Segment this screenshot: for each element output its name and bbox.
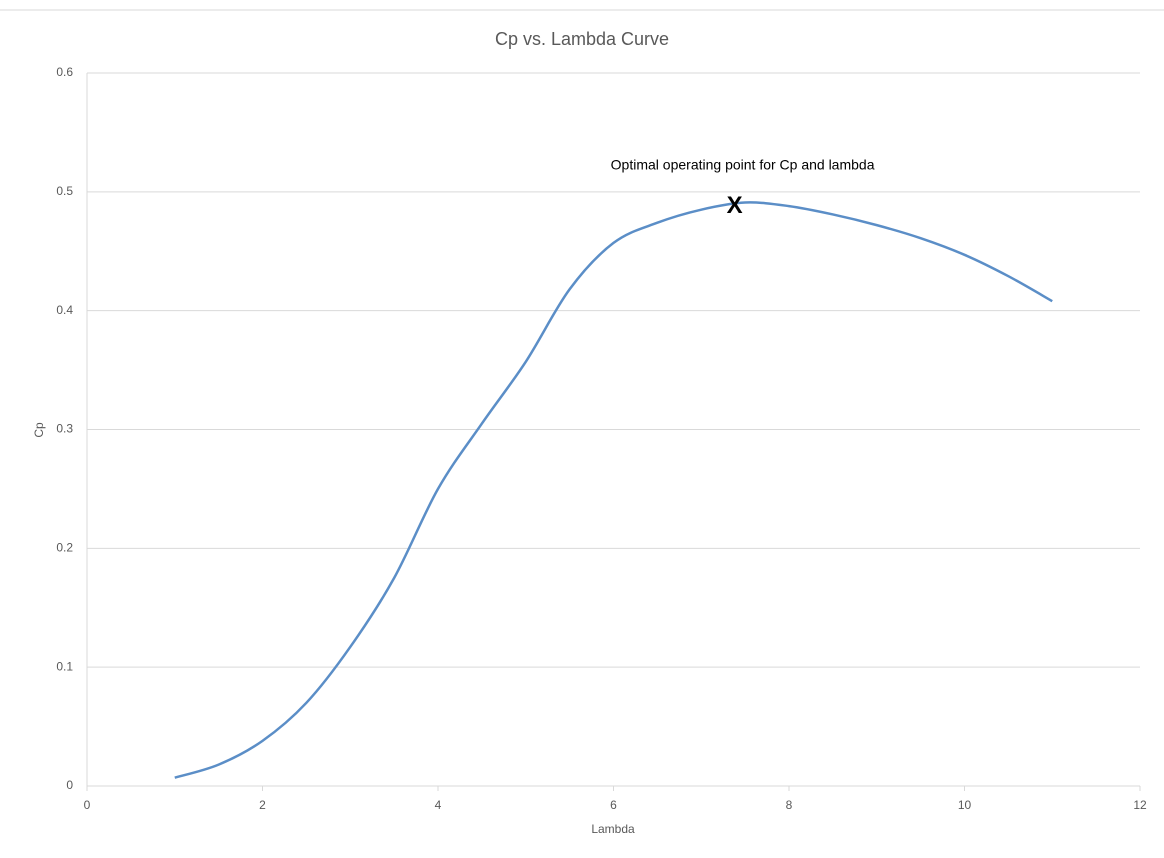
- chart-title: Cp vs. Lambda Curve: [495, 29, 669, 49]
- y-tick-label: 0.2: [56, 541, 73, 555]
- x-tick-label: 10: [958, 798, 972, 812]
- data-line: [174, 201, 1053, 779]
- y-tick-label: 0: [66, 778, 73, 792]
- annotation-marker: X: [727, 192, 743, 219]
- y-axis-title: Cp: [32, 422, 46, 438]
- x-tick-label: 0: [84, 798, 91, 812]
- x-tick-label: 8: [786, 798, 793, 812]
- x-tick-label: 2: [259, 798, 266, 812]
- y-tick-label: 0.6: [56, 65, 73, 79]
- x-tick-label: 12: [1133, 798, 1147, 812]
- y-tick-label: 0.4: [56, 303, 73, 317]
- annotation-text: Optimal operating point for Cp and lambd…: [611, 156, 875, 172]
- y-tick-label: 0.3: [56, 422, 73, 436]
- y-tick-label: 0.5: [56, 184, 73, 198]
- x-axis-title: Lambda: [591, 822, 635, 836]
- x-tick-label: 4: [435, 798, 442, 812]
- y-tick-label: 0.1: [56, 659, 73, 673]
- x-tick-label: 6: [610, 798, 617, 812]
